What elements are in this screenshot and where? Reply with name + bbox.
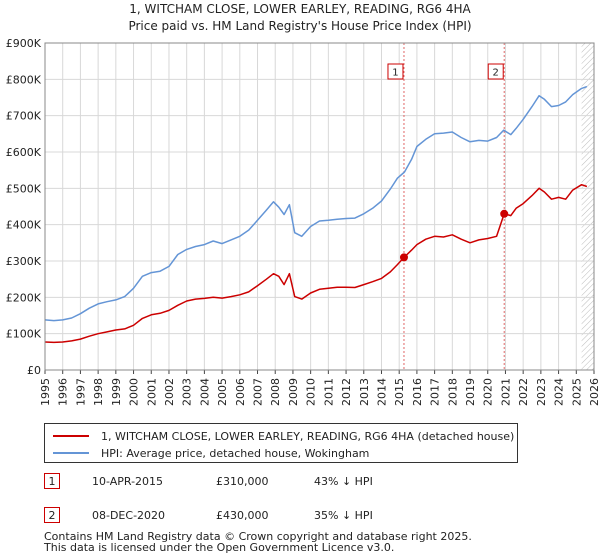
price-chart: 1, WITCHAM CLOSE, LOWER EARLEY, READING,…: [6, 2, 600, 406]
x-tick-label: 2024: [553, 378, 566, 406]
sale-2-point: [500, 209, 509, 218]
footer-licence: This data is licensed under the Open Gov…: [44, 541, 395, 554]
property-series-line: [44, 183, 588, 344]
sale-2-chart-badge-label: 2: [493, 68, 499, 79]
x-tick-label: 2001: [145, 378, 158, 406]
y-tick-label: £400K: [6, 219, 42, 232]
x-tick-label: 2014: [375, 378, 388, 406]
y-tick-label: £0: [27, 364, 41, 377]
sale-1-chart-badge-label: 1: [392, 68, 398, 79]
x-tick-label: 2006: [234, 378, 247, 406]
x-tick-label: 2018: [446, 378, 459, 406]
x-tick-label: 2021: [499, 378, 512, 406]
x-tick-label: 2017: [429, 378, 442, 406]
x-tick-label: 2007: [252, 378, 265, 406]
x-tick-label: 1999: [110, 378, 123, 406]
x-tick-label: 2012: [340, 378, 353, 406]
legend: 1, WITCHAM CLOSE, LOWER EARLEY, READING,…: [44, 423, 518, 463]
y-tick-label: £500K: [6, 182, 42, 195]
x-tick-label: 1996: [57, 378, 70, 406]
y-tick-label: £800K: [6, 73, 42, 86]
x-tick-label: 2025: [570, 378, 583, 406]
x-tick-label: 2016: [411, 378, 424, 406]
chart-subtitle: Price paid vs. HM Land Registry's House …: [128, 19, 471, 33]
x-tick-label: 2002: [163, 378, 176, 406]
sale-hpi-diff: 43% ↓ HPI: [314, 475, 373, 488]
forecast-hatch-region: [581, 43, 594, 370]
sale-badge: 1: [44, 473, 60, 489]
legend-item-hpi: HPI: Average price, detached house, Woki…: [53, 445, 369, 461]
legend-swatch-property: [53, 435, 89, 437]
sale-price: £310,000: [216, 475, 269, 488]
chart-title: 1, WITCHAM CLOSE, LOWER EARLEY, READING,…: [129, 2, 471, 16]
sale-price: £430,000: [216, 509, 269, 522]
footer-copyright: Contains HM Land Registry data © Crown c…: [44, 530, 472, 543]
x-tick-label: 2003: [181, 378, 194, 406]
sale-1-chart-badge: [387, 63, 404, 80]
sale-1-point: [399, 253, 408, 262]
x-tick-label: 2020: [482, 378, 495, 406]
sale-badge: 2: [44, 507, 60, 523]
footer: Contains HM Land Registry data © Crown c…: [44, 531, 472, 553]
x-tick-label: 1998: [92, 378, 105, 406]
x-tick-label: 2019: [464, 378, 477, 406]
sale-hpi-diff: 35% ↓ HPI: [314, 509, 373, 522]
x-tick-label: 1995: [39, 378, 52, 406]
x-tick-label: 2023: [535, 378, 548, 406]
x-tick-label: 2022: [517, 378, 530, 406]
x-tick-label: 2026: [588, 378, 600, 406]
x-tick-label: 2011: [322, 378, 335, 406]
plot-border: [44, 42, 595, 371]
sale-date: 08-DEC-2020: [92, 509, 166, 522]
y-tick-label: £100K: [6, 328, 42, 341]
y-tick-label: £600K: [6, 146, 42, 159]
x-tick-label: 2009: [287, 378, 300, 406]
legend-item-property: 1, WITCHAM CLOSE, LOWER EARLEY, READING,…: [53, 428, 514, 444]
legend-label-property: 1, WITCHAM CLOSE, LOWER EARLEY, READING,…: [101, 429, 515, 443]
y-tick-label: £900K: [6, 37, 42, 50]
y-tick-label: £700K: [6, 110, 42, 123]
x-tick-label: 2005: [216, 378, 229, 406]
hpi-series-line: [44, 85, 588, 322]
legend-label-hpi: HPI: Average price, detached house, Woki…: [101, 446, 370, 460]
sale-row: 2 08-DEC-2020 £430,000 35% ↓ HPI: [44, 507, 444, 525]
y-tick-label: £200K: [6, 291, 42, 304]
legend-swatch-hpi: [53, 452, 89, 454]
sale-2-chart-badge: [487, 63, 504, 80]
sale-row: 1 10-APR-2015 £310,000 43% ↓ HPI: [44, 473, 444, 491]
x-tick-label: 2000: [128, 378, 141, 406]
x-tick-label: 2015: [393, 378, 406, 406]
x-tick-label: 2010: [305, 378, 318, 406]
plot-area: [45, 43, 594, 370]
y-tick-label: £300K: [6, 255, 42, 268]
x-tick-label: 2008: [269, 378, 282, 406]
x-tick-label: 2013: [358, 378, 371, 406]
x-tick-label: 1997: [74, 378, 87, 406]
sale-date: 10-APR-2015: [92, 475, 164, 488]
x-tick-label: 2004: [198, 378, 211, 406]
